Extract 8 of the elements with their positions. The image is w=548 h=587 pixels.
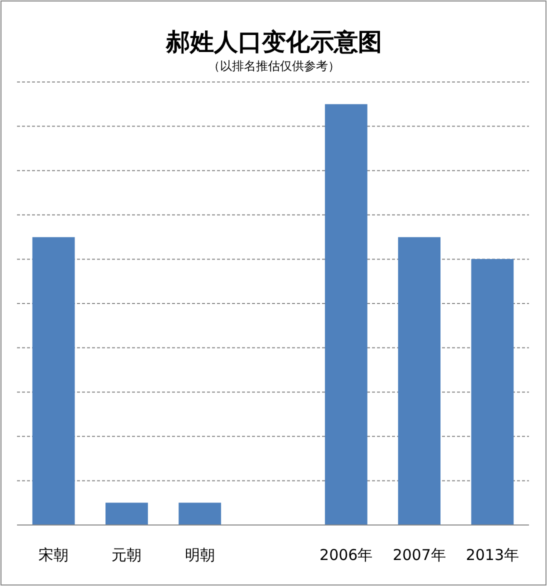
x-tick-label: 宋朝: [38, 546, 69, 564]
chart-title: 郝姓人口变化示意图: [165, 27, 382, 56]
x-tick-label: 明朝: [184, 546, 215, 564]
x-tick-label: 2007年: [392, 546, 446, 564]
x-tick-label: 2013年: [466, 546, 520, 564]
chart-subtitle: （以排名推估仅供参考）: [208, 59, 340, 73]
x-tick-label: 元朝: [112, 546, 142, 564]
x-tick-label: 2006年: [320, 546, 373, 564]
